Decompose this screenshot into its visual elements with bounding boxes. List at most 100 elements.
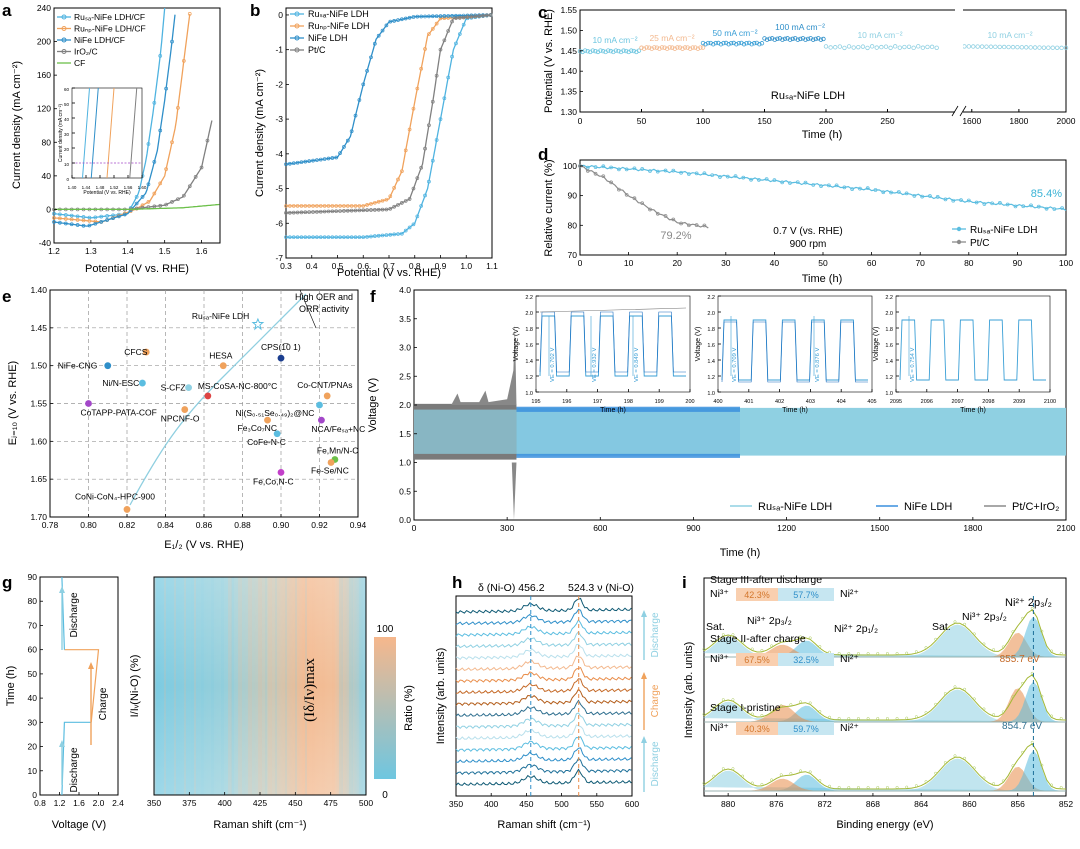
series-marker-d <box>826 183 831 188</box>
y-axis-label-i: Intensity (arb. units) <box>683 642 695 739</box>
series-marker-c <box>837 44 843 49</box>
panel-f: f 0 300 600 900 1200 1500 1800 2100 0.0 0.5 1.0 1.5… <box>367 285 1076 559</box>
y-axis-e-tick-label: 1.65 <box>30 474 47 484</box>
x-axis-b-tick-label: 0.9 <box>435 261 447 271</box>
series-marker-b <box>392 18 396 23</box>
y-axis-f-tick-label: 2.5 <box>399 371 411 381</box>
x-axis-h-tick-label: 600 <box>625 799 639 809</box>
xps-data-i <box>741 774 745 778</box>
series-marker-b <box>388 206 393 211</box>
series-marker-b <box>376 207 381 212</box>
series-marker-c <box>623 48 629 54</box>
series-marker-b <box>427 179 431 184</box>
inset-xlabel-f: Time (h) <box>782 407 808 414</box>
peak-label-delta-h: δ (Ni-O) 456.2 <box>478 582 545 594</box>
series-marker-b <box>307 235 312 240</box>
x-axis-g1-tick-label: 2.4 <box>112 798 124 808</box>
series-marker-a <box>87 223 92 228</box>
series-marker-d <box>1029 203 1033 208</box>
series-marker-a <box>122 212 127 217</box>
inset-y-axis-f-tick-label: 1.8 <box>885 327 893 333</box>
series-marker-c <box>916 44 921 49</box>
axes-frame-a <box>53 7 221 244</box>
series-marker-a <box>81 223 86 228</box>
x-axis-e-tick-label: 0.78 <box>42 520 59 530</box>
xps-data-i <box>943 761 947 765</box>
inset-x-axis-f-tick-label: 404 <box>837 399 846 405</box>
series-marker-c <box>577 49 583 54</box>
x-axis-d-tick-label: 20 <box>672 258 682 268</box>
series-marker-c <box>787 37 793 42</box>
series-marker-d <box>694 171 699 176</box>
series-marker-b <box>372 208 377 212</box>
series-marker-b <box>342 235 346 240</box>
y-axis-d-tick-label: 80 <box>568 220 578 230</box>
x-axis-f-tick-label: 1200 <box>777 523 796 533</box>
series-marker-a <box>69 217 74 222</box>
series-marker-a <box>69 222 74 227</box>
series-marker-b <box>357 204 362 208</box>
series-marker-c <box>749 42 754 47</box>
ni3-2p32-label-i: Ni³⁺ 2p₃/₂ <box>747 615 792 627</box>
series-marker-a <box>199 165 204 170</box>
series-marker-b <box>322 209 327 214</box>
series-marker-b <box>400 17 404 22</box>
y-axis-c-tick-label: 1.45 <box>560 46 577 56</box>
xps-data-i <box>770 709 774 713</box>
ni2-percent-i: 32.5% <box>793 655 819 665</box>
inset-a: 1.40 1.44 1.48 1.52 1.56 1.60 0 10 20 30 40 50 60 Po… <box>58 87 147 196</box>
xps-data-i <box>847 717 851 720</box>
plot-area-f <box>414 324 1066 520</box>
colorbar-min-g: 0 <box>382 790 388 801</box>
stage-title-i: Stage III-after discharge <box>710 574 822 586</box>
series-marker-b <box>380 198 385 203</box>
xps-data-i <box>808 701 812 705</box>
series-marker-a <box>69 213 74 218</box>
x-axis-g2-tick-label: 500 <box>359 798 373 808</box>
state-label-h: Discharge <box>650 612 661 657</box>
inset-ve-label-f: VE = 0.754 V <box>910 348 916 382</box>
series-marker-c <box>929 44 935 50</box>
series-marker-b <box>315 158 319 162</box>
data-point-label-e: CoFe-N-C <box>247 437 286 447</box>
xps-data-i <box>702 647 706 651</box>
colorbar-g <box>374 637 396 779</box>
data-point-e <box>219 362 227 370</box>
series-marker-c <box>892 44 898 49</box>
series-marker-b <box>407 127 412 132</box>
x-axis-label-h: Raman shift (cm⁻¹) <box>497 819 590 831</box>
series-marker-b <box>326 204 331 208</box>
ni3-label-i: Ni³⁺ <box>710 722 729 734</box>
series-marker-b <box>434 21 439 26</box>
y-axis-label-a: Current density (mA cm⁻²) <box>11 61 23 189</box>
series-marker-b <box>392 204 396 209</box>
ni2-bar-i <box>778 653 834 666</box>
series-marker-b <box>403 228 408 233</box>
ni3-bar-i <box>736 588 778 601</box>
x-axis-e-tick-label: 0.90 <box>273 520 290 530</box>
series-marker-a <box>187 12 192 16</box>
data-point-label-e: Fe,Mn/N-C <box>317 445 359 455</box>
xps-data-i <box>721 633 725 637</box>
series-marker-b <box>473 14 478 19</box>
series-marker-a <box>93 219 98 224</box>
series-marker-c <box>813 36 818 42</box>
series-marker-b <box>349 204 354 208</box>
legend-marker-b <box>294 23 300 29</box>
condition-potential-d: 0.7 V (vs. RHE) <box>773 226 842 237</box>
series-marker-d <box>632 196 637 201</box>
series-marker-a <box>146 200 151 204</box>
x-axis-a-tick-label: 1.4 <box>122 246 134 256</box>
series-marker-a <box>193 175 198 179</box>
series-marker-b <box>311 235 315 240</box>
series-marker-d <box>609 165 613 170</box>
ptc-spikes-f <box>451 324 517 405</box>
raman-spectrum-h <box>455 688 632 707</box>
series-marker-b <box>299 210 304 215</box>
series-marker-b <box>342 209 346 213</box>
x-axis-a-tick-label: 1.6 <box>196 246 208 256</box>
data-point-label-e: CoNi-CoN₄-HPC-900 <box>75 491 155 501</box>
inset-y-axis-a-tick-label: 60 <box>64 87 70 92</box>
series-marker-a <box>181 59 186 63</box>
series-marker-a <box>164 86 168 91</box>
